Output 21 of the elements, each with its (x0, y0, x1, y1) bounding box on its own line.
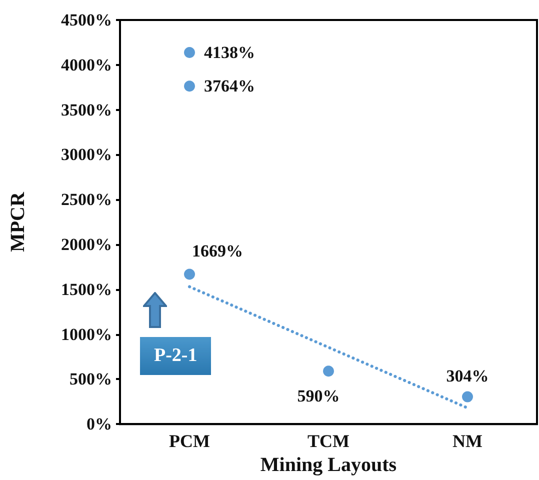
data-label: 4138% (204, 43, 255, 62)
data-label: 3764% (204, 76, 255, 96)
data-label: 590% (297, 386, 340, 406)
y-tick-label: 0% (86, 414, 112, 434)
x-axis-title: Mining Layouts (260, 454, 397, 476)
y-tick-label: 4000% (61, 55, 112, 74)
y-axis-title: MPCR (7, 192, 29, 252)
y-tick-label: 3500% (61, 100, 112, 120)
y-tick-label: 2500% (61, 190, 112, 210)
y-tick-label: 1500% (61, 280, 112, 299)
y-tick-label: 2000% (61, 235, 112, 254)
y-tick-label: 3000% (61, 145, 112, 164)
data-label: 304% (446, 366, 489, 386)
y-tick-label: 1000% (61, 324, 112, 344)
y-tick-label: 4500% (61, 10, 112, 30)
x-tick-label: NM (452, 431, 482, 452)
annotation: P-2-1 (140, 337, 212, 375)
y-tick-label: 500% (70, 370, 112, 389)
x-tick-label: TCM (308, 431, 350, 452)
x-tick-label: PCM (169, 431, 210, 452)
data-label: 1669% (192, 242, 243, 261)
